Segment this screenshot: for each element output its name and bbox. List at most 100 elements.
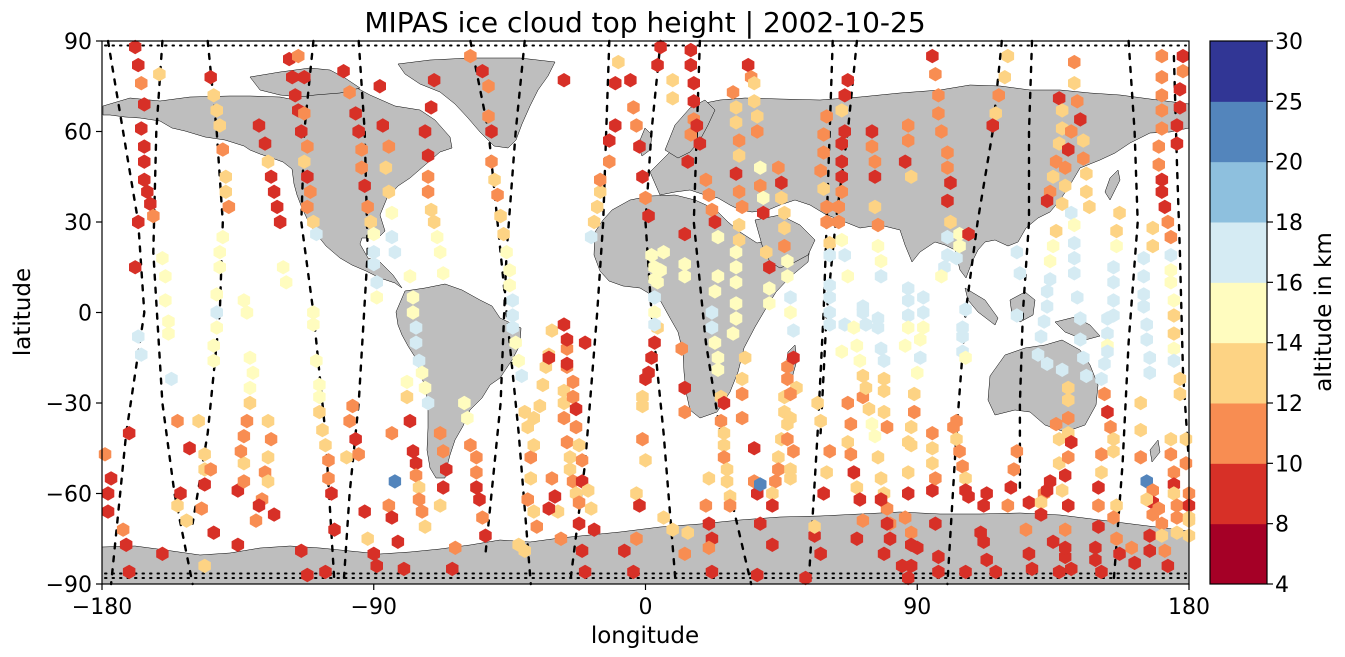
cloud-point [165, 371, 178, 387]
cloud-point [240, 305, 254, 320]
cloud-point [741, 57, 755, 73]
cloud-point [476, 64, 489, 79]
cloud-point [781, 254, 794, 269]
cloud-point [726, 85, 740, 100]
cloud-point [835, 103, 848, 118]
cloud-point [1164, 432, 1178, 447]
cloud-point [989, 564, 1002, 580]
colorbar-bin [1210, 41, 1267, 102]
cloud-point [1155, 70, 1169, 85]
cloud-point [717, 426, 731, 441]
cloud-point [355, 142, 368, 157]
cloud-point [207, 525, 220, 540]
colorbar-tick-label: 12 [1275, 392, 1303, 417]
cloud-point [636, 432, 649, 447]
cloud-point [932, 88, 945, 103]
cloud-point [1128, 555, 1141, 571]
cloud-point [1001, 48, 1015, 64]
cloud-point [841, 73, 854, 88]
cloud-point [926, 48, 939, 64]
cloud-point [817, 486, 830, 501]
cloud-point [772, 450, 785, 465]
cloud-point [911, 365, 924, 380]
cloud-point [1074, 311, 1087, 326]
x-tick-label: −90 [351, 595, 397, 620]
cloud-point [989, 106, 1002, 121]
cloud-point [729, 166, 743, 181]
cloud-point [488, 172, 501, 187]
cloud-point [219, 184, 232, 199]
cloud-point [533, 398, 547, 414]
cloud-point [787, 323, 800, 338]
cloud-point [367, 546, 380, 561]
cloud-point [231, 537, 245, 552]
colorbar-tick-label: 20 [1275, 151, 1303, 176]
cloud-point [298, 106, 311, 121]
cloud-point [560, 435, 574, 450]
cloud-point [195, 501, 208, 516]
cloud-point [917, 305, 930, 320]
cloud-point [322, 471, 335, 486]
cloud-point [119, 537, 133, 552]
cloud-point [823, 290, 836, 305]
cloud-point [748, 94, 761, 109]
cloud-point [729, 245, 743, 260]
cloud-point [820, 214, 833, 230]
cloud-point [135, 76, 148, 91]
cloud-point [1089, 540, 1102, 555]
cloud-point [1125, 540, 1138, 555]
cloud-point [1101, 404, 1114, 420]
cloud-point [1098, 386, 1111, 402]
cloud-point [1043, 474, 1057, 489]
cloud-point [1170, 118, 1184, 133]
cloud-point [1152, 157, 1165, 172]
cloud-point [213, 245, 226, 260]
cloud-point [850, 480, 864, 495]
cloud-point [657, 510, 670, 525]
cloud-point [129, 39, 142, 55]
cloud-point [485, 124, 498, 139]
cloud-point [1095, 447, 1108, 462]
cloud-point [778, 238, 791, 254]
cloud-point [781, 432, 794, 447]
cloud-point [310, 226, 323, 242]
cloud-point [760, 245, 773, 260]
cloud-point [902, 435, 915, 450]
cloud-point [343, 413, 356, 429]
cloud-point [648, 335, 661, 350]
cloud-point [902, 465, 915, 480]
cloud-point [941, 193, 954, 209]
cloud-point [503, 278, 516, 293]
cloud-point [352, 447, 365, 462]
colorbar-tick-label: 14 [1275, 332, 1303, 357]
cloud-point [992, 88, 1005, 103]
cloud-point [1173, 100, 1187, 115]
cloud-point [820, 109, 833, 124]
cloud-point [1055, 362, 1069, 377]
cloud-point [421, 169, 435, 184]
cloud-point [1068, 54, 1081, 70]
cloud-point [1158, 543, 1172, 558]
cloud-point [1101, 326, 1114, 341]
cloud-point [654, 39, 667, 55]
cloud-point [337, 64, 350, 79]
cloud-point [817, 127, 830, 142]
cloud-point [464, 438, 477, 453]
cloud-point [1170, 498, 1184, 513]
cloud-point [1098, 356, 1111, 371]
cloud-point [977, 534, 990, 549]
cloud-point [1095, 465, 1108, 480]
cloud-point [1107, 293, 1120, 308]
y-tick-label: 0 [78, 302, 92, 327]
cloud-point [409, 335, 423, 350]
cloud-point [1137, 251, 1150, 266]
cloud-point [1049, 416, 1063, 432]
cloud-point [563, 450, 577, 465]
cloud-point [874, 254, 888, 269]
cloud-point [874, 492, 888, 507]
cloud-point [319, 564, 332, 580]
cloud-point [1031, 347, 1045, 362]
cloud-point [1137, 287, 1150, 302]
cloud-point [959, 302, 972, 317]
cloud-point [328, 522, 341, 537]
